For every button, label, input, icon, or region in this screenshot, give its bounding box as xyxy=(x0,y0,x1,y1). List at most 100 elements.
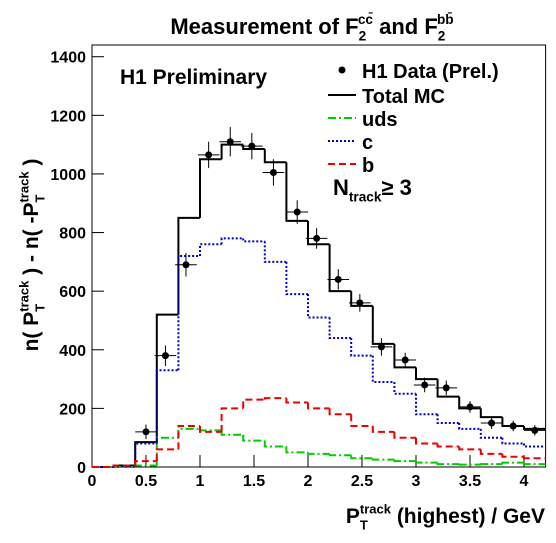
hist-step xyxy=(199,425,222,433)
legend-label: H1 Data (Prel.) xyxy=(362,61,499,83)
x-tick-label: 3.5 xyxy=(459,473,481,490)
hist-step xyxy=(436,462,460,466)
hist-step xyxy=(242,434,265,442)
plot-frame xyxy=(91,44,547,468)
annotation-part: N xyxy=(333,175,349,200)
annotation-part: H1 Preliminary xyxy=(120,66,267,89)
hist-step xyxy=(415,393,438,416)
data-point xyxy=(313,234,321,242)
hist-step xyxy=(501,437,524,445)
hist-step xyxy=(307,294,330,319)
hist-step xyxy=(350,291,373,307)
data-point xyxy=(509,422,517,430)
data-point xyxy=(226,138,234,146)
hist-step xyxy=(263,241,287,263)
hist-step xyxy=(479,408,503,419)
y-tick-label: 400 xyxy=(59,343,86,360)
hist-step xyxy=(263,397,287,400)
hist-step xyxy=(371,355,395,384)
hist-step xyxy=(350,338,373,357)
chart-title-part: Measurement of F xyxy=(170,14,358,39)
hist-step xyxy=(350,455,373,460)
y-axis-label-part: ) xyxy=(20,159,43,172)
x-axis-label: PTtrack (highest) / GeV xyxy=(346,502,545,533)
hist-step xyxy=(458,446,481,451)
hist-step xyxy=(328,453,352,457)
legend-label: uds xyxy=(362,109,398,131)
hist-step xyxy=(263,440,287,448)
hist-step xyxy=(436,414,460,425)
data-point xyxy=(442,384,450,392)
hist-step xyxy=(501,461,524,465)
data-point xyxy=(248,142,256,150)
hist-step xyxy=(393,343,416,369)
data-point xyxy=(421,381,429,389)
x-tick-label: 1.5 xyxy=(243,473,265,490)
data-point xyxy=(205,151,213,159)
x-tick-label: 3 xyxy=(412,473,421,490)
hist-step xyxy=(177,255,200,371)
y-tick-label: 200 xyxy=(59,401,86,418)
y-tick-label: 0 xyxy=(77,460,86,477)
x-tick-label: 4 xyxy=(520,473,529,490)
x-tick-label: 2.5 xyxy=(351,473,373,490)
data-point xyxy=(142,428,150,436)
hist-step xyxy=(523,462,546,466)
hist-step xyxy=(285,162,308,222)
hist-step xyxy=(436,379,460,398)
data-point xyxy=(466,403,474,411)
hist-step xyxy=(220,407,244,432)
hist-step xyxy=(177,216,200,315)
annotation: Ntrack≥ 3 xyxy=(333,175,412,205)
hist-step xyxy=(479,449,503,455)
legend-marker xyxy=(338,66,346,74)
hist-step xyxy=(393,431,416,439)
data-point xyxy=(182,261,190,269)
data-point xyxy=(401,356,409,364)
hist-step xyxy=(523,443,546,448)
hist-step xyxy=(523,456,546,460)
chart-title-part: 2 xyxy=(359,29,367,44)
hist-step xyxy=(285,398,308,404)
hist-step xyxy=(350,414,373,427)
hist-step xyxy=(436,443,460,448)
hist-step xyxy=(393,459,416,463)
legend-label: Total MC xyxy=(362,86,445,108)
chart-title-part: cc̄ xyxy=(358,12,374,27)
y-axis-label-part: ) - n( -P xyxy=(20,203,43,281)
y-tick-label: 1200 xyxy=(50,108,86,125)
x-tick-label: 0 xyxy=(88,473,97,490)
hist-step xyxy=(155,369,179,444)
hist-step xyxy=(134,460,157,466)
hist-step xyxy=(458,463,481,466)
hist-step xyxy=(177,424,200,450)
x-tick-label: 1 xyxy=(196,473,205,490)
x-tick-label: 2 xyxy=(304,473,313,490)
hist-step xyxy=(458,396,481,410)
x-axis-label-part: track xyxy=(360,502,392,517)
chart-title-part: 2 xyxy=(438,29,446,44)
hist-step xyxy=(199,158,222,218)
data-point xyxy=(293,208,301,216)
data-point xyxy=(269,168,277,176)
y-axis-label: n( PTtrack ) - n( -PTtrack ) xyxy=(17,159,48,352)
data-point xyxy=(356,299,364,307)
y-axis-label-part: track xyxy=(17,280,32,312)
hist-step xyxy=(523,425,546,430)
chart-title-part: and F xyxy=(373,14,438,39)
hist-step xyxy=(155,448,179,462)
hist-step xyxy=(242,398,265,409)
hist-step xyxy=(242,238,265,243)
hist-step xyxy=(479,428,503,439)
y-axis-label-part: T xyxy=(32,195,47,203)
hist-step xyxy=(328,244,352,293)
data-point xyxy=(161,352,169,360)
hist-step xyxy=(155,313,179,443)
hist-step xyxy=(328,317,352,340)
chart-title: Measurement of F2cc̄ and F2bb̄ xyxy=(170,12,453,43)
y-axis-label-part: track xyxy=(17,171,32,203)
x-axis-label-part: T xyxy=(360,517,368,532)
